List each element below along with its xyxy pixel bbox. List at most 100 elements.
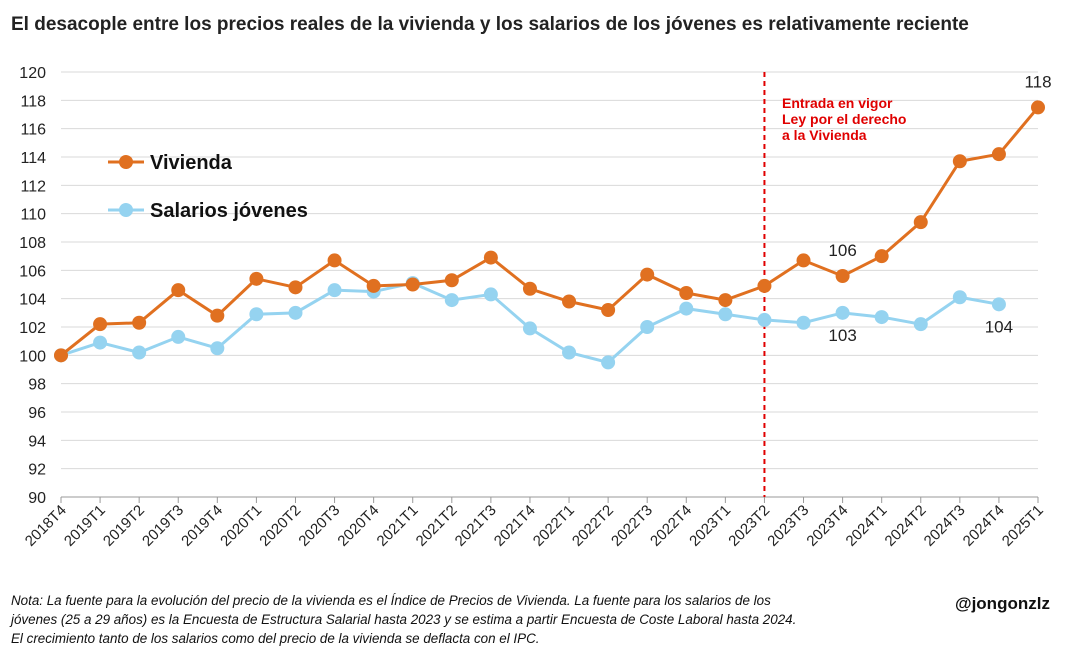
data-point [952,290,967,305]
data-point [640,267,655,282]
y-tick-label: 116 [20,122,46,139]
data-point [679,301,694,316]
data-point [93,335,108,350]
y-tick-label: 90 [28,490,46,507]
data-point [679,286,694,300]
y-tick-label: 98 [28,377,46,394]
data-point [1031,100,1045,115]
chart-title: El desacople entre los precios reales de… [11,14,969,35]
x-tick-label: 2024T2 [882,502,930,550]
data-point [327,253,342,268]
data-point [874,310,889,325]
data-point [171,283,186,298]
author-handle: @jongonzlz [955,594,1050,613]
data-point [366,278,381,293]
x-tick-label: 2022T3 [608,502,656,550]
data-point [327,283,342,298]
y-tick-label: 100 [19,348,46,365]
data-point [562,294,577,309]
legend-marker [119,203,133,217]
data-point [835,269,850,283]
data-label: 103 [828,326,856,345]
data-point [483,250,498,265]
data-point [991,147,1006,162]
y-tick-label: 92 [28,462,46,479]
x-tick-label: 2023T3 [764,502,812,550]
data-point [874,249,889,264]
y-tick-label: 118 [20,93,46,110]
data-point [757,312,772,327]
legend-marker [119,155,133,169]
data-point [718,293,733,308]
data-point [640,320,655,334]
x-tick-label: 2021T1 [374,502,422,550]
data-point [132,345,147,360]
data-point [249,271,264,286]
data-point [913,317,928,332]
data-point [483,287,498,302]
x-tick-label: 2022T1 [530,502,578,550]
legend-label: Salarios jóvenes [150,200,308,222]
x-tick-label: 2018T4 [22,502,70,550]
data-label: 118 [1024,72,1051,91]
y-tick-label: 108 [19,235,46,252]
data-point [288,280,303,295]
data-point [601,355,616,370]
x-tick-label: 2022T4 [647,502,695,550]
data-point [405,277,420,292]
data-label: 106 [828,241,856,260]
annotation-text: a la Vivienda [782,127,867,143]
data-point [601,303,616,317]
data-point [718,307,733,322]
data-label: 104 [985,317,1013,336]
x-tick-label: 2022T2 [569,502,617,550]
x-tick-label: 2021T3 [452,502,500,550]
x-tick-label: 2024T3 [921,502,969,550]
x-tick-label: 2020T3 [295,502,343,550]
y-tick-label: 110 [20,207,46,224]
data-point [913,215,928,230]
x-tick-label: 2020T4 [334,502,382,550]
data-point [171,329,186,344]
data-point [952,154,967,169]
data-point [796,315,811,330]
data-point [522,281,537,296]
data-point [288,305,303,320]
x-tick-label: 2025T1 [999,502,1047,550]
data-point [93,317,108,332]
data-point [835,305,850,320]
y-tick-label: 104 [19,292,46,309]
data-point [444,293,459,308]
x-tick-label: 2019T1 [61,502,109,550]
footnote: Nota: La fuente para la evolución del pr… [11,593,797,646]
y-tick-label: 112 [20,178,46,195]
data-point [522,321,537,336]
y-tick-label: 114 [20,150,46,167]
x-tick-label: 2021T2 [413,502,461,550]
x-tick-label: 2021T4 [491,502,539,550]
data-point [54,348,68,363]
data-point [991,297,1006,312]
data-point [210,308,225,323]
data-point [249,307,264,322]
x-tick-label: 2024T4 [960,502,1008,550]
x-tick-label: 2024T1 [843,502,891,550]
legend-label: Vivienda [150,152,233,174]
data-point [210,341,225,356]
data-point [444,273,459,288]
y-tick-label: 96 [28,405,46,422]
annotation-text: Entrada en vigor [782,95,893,111]
y-tick-label: 120 [19,65,46,82]
data-point [796,253,811,268]
y-tick-label: 94 [28,433,46,450]
x-tick-label: 2019T4 [178,502,226,550]
series-line [60,106,1040,357]
x-tick-label: 2023T2 [725,502,773,550]
x-tick-label: 2019T3 [139,502,187,550]
data-point [132,315,147,330]
line-chart: 90 92 94 96 98 100 102 104 106 108 110 112 114 116 118… [19,65,1051,550]
x-tick-label: 2019T2 [100,502,148,550]
y-tick-label: 106 [19,263,46,280]
x-tick-label: 2020T1 [217,502,265,550]
